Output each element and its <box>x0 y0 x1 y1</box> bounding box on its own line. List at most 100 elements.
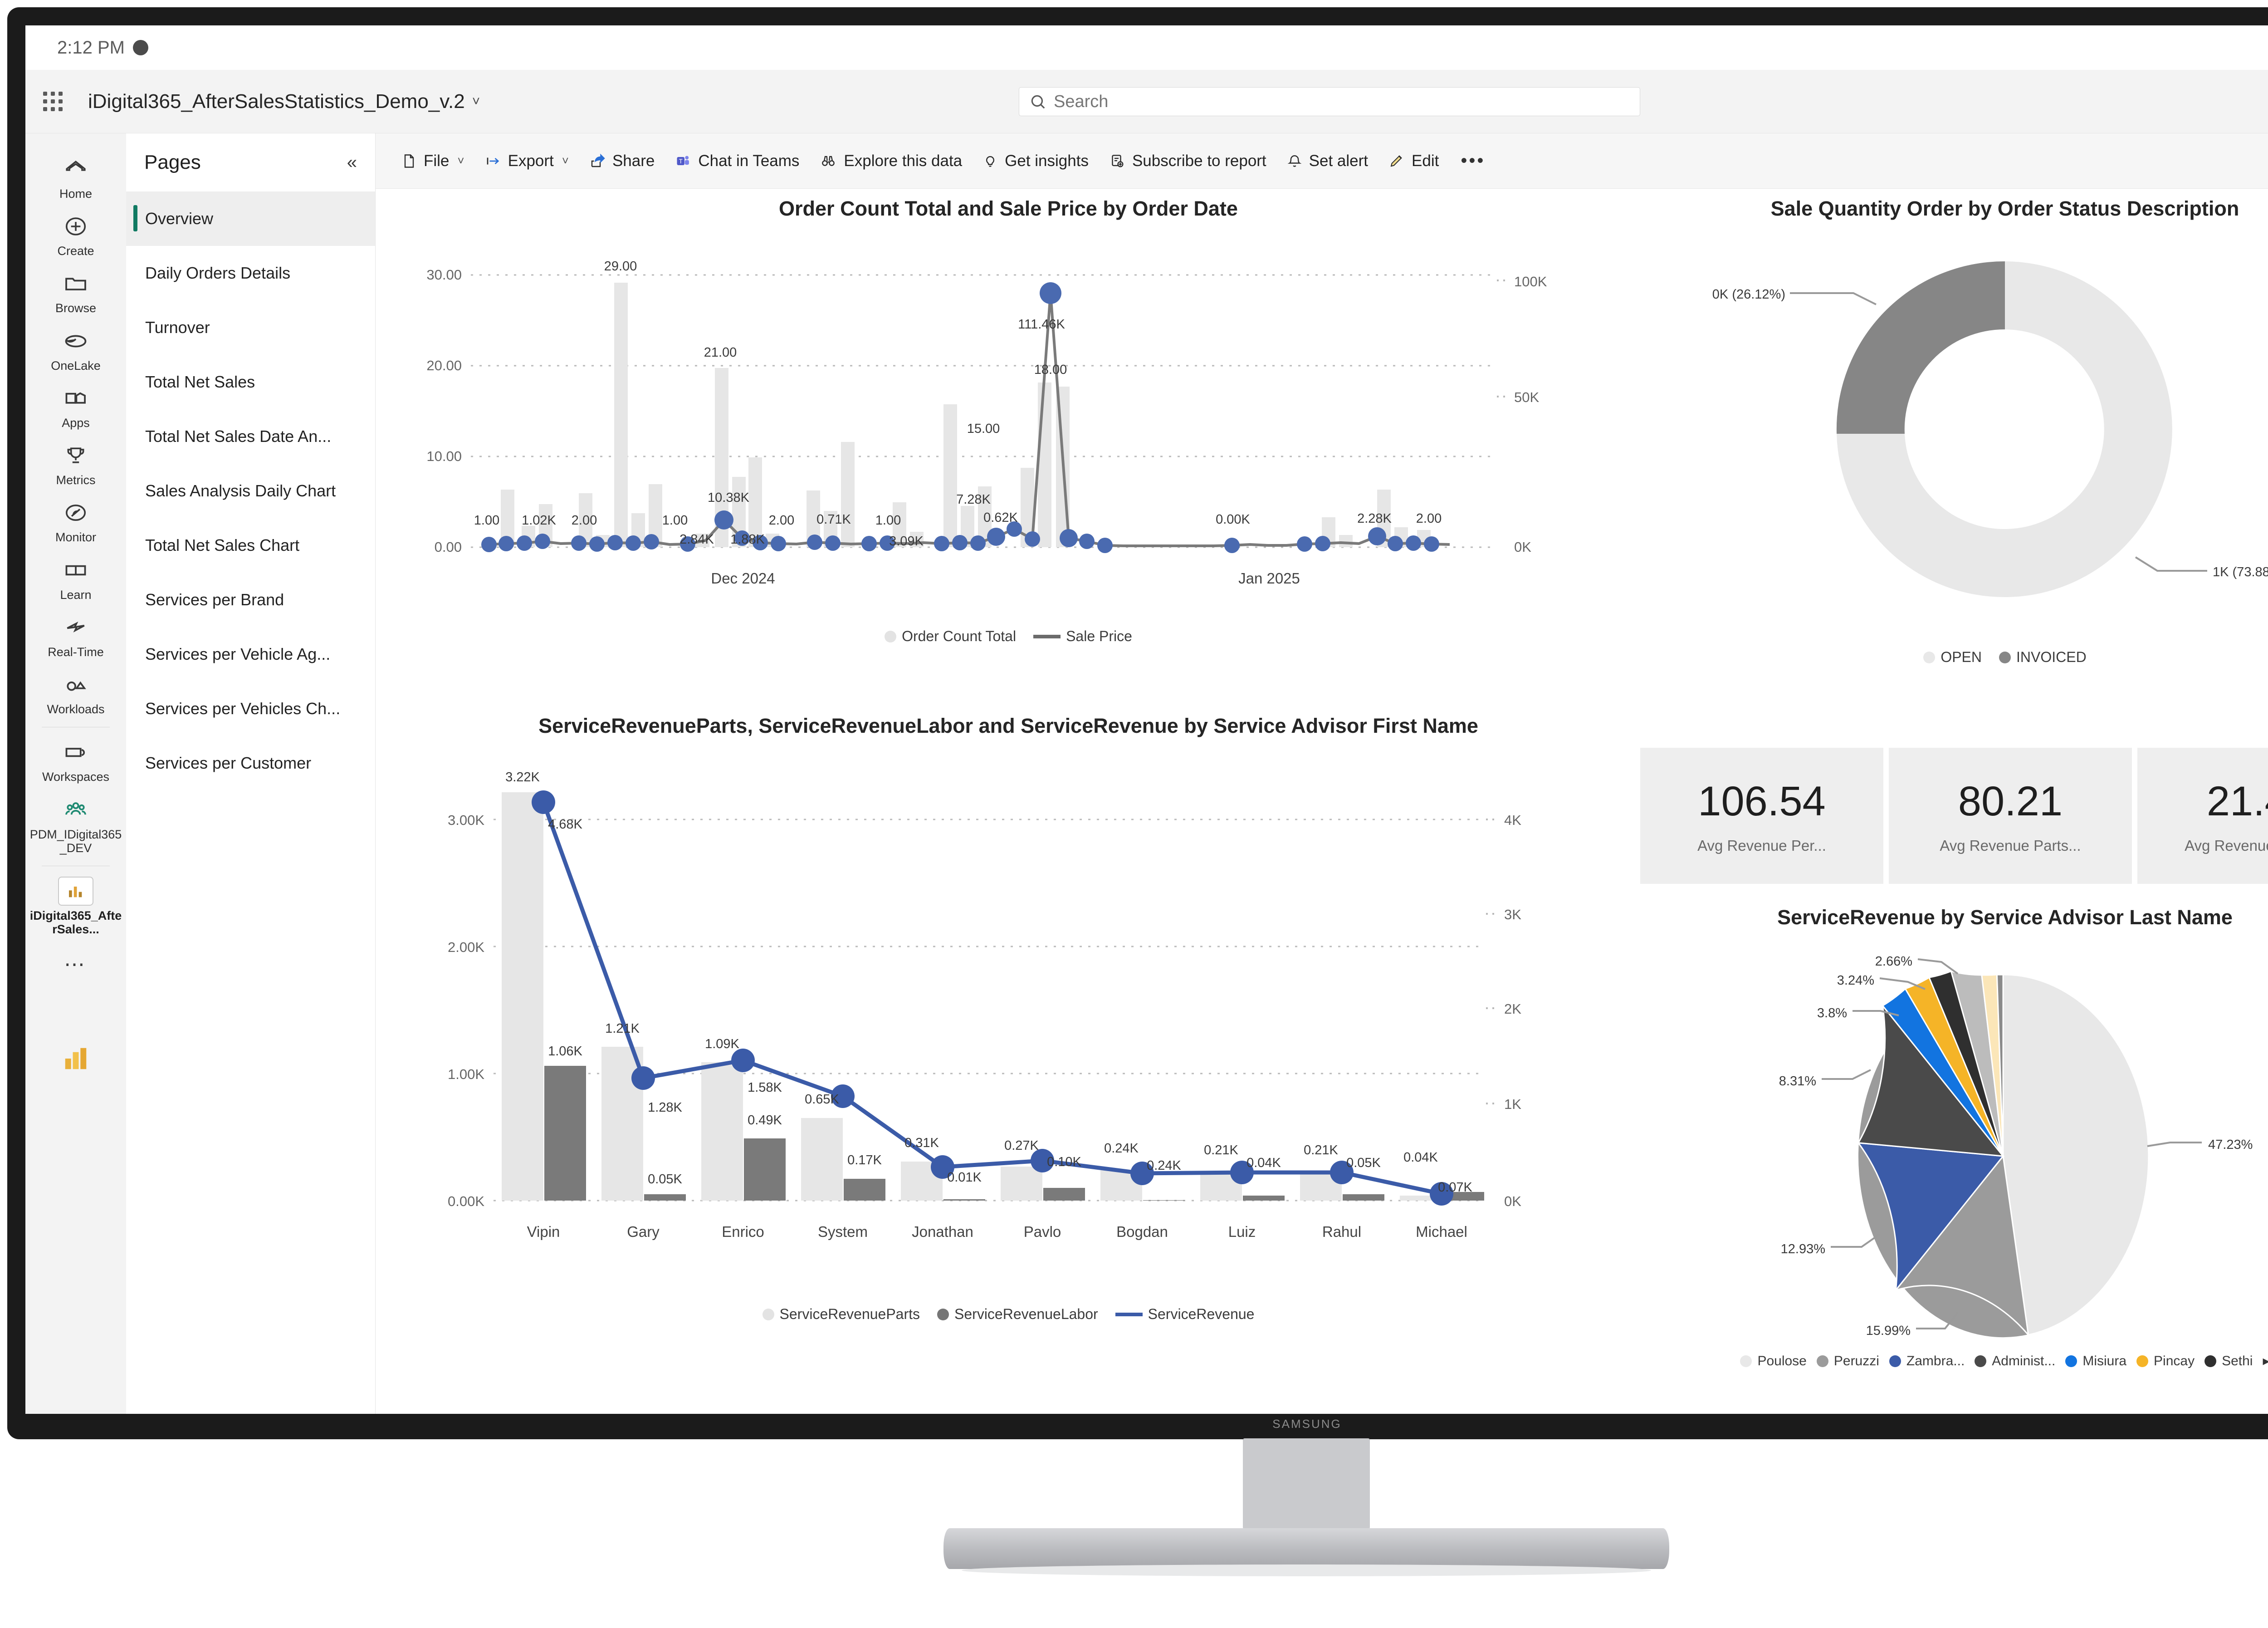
legend-item-misiura[interactable]: Misiura <box>2065 1353 2126 1369</box>
sidebar-item-services-per-brand[interactable]: Services per Brand <box>126 573 375 627</box>
chat-in-teams-button[interactable]: T Chat in Teams <box>665 133 809 189</box>
sidebar-item-label: Real-Time <box>48 645 104 659</box>
chevron-double-left-icon[interactable]: « <box>347 152 357 172</box>
svg-text:Bogdan: Bogdan <box>1116 1223 1168 1240</box>
page-item-label: Turnover <box>145 318 210 337</box>
visual-sale-quantity-donut[interactable]: Sale Quantity Order by Order Status Desc… <box>1640 189 2268 724</box>
subscribe-to-report-button[interactable]: Subscribe to report <box>1099 133 1276 189</box>
export-menu-button[interactable]: Export ˅ <box>474 133 579 189</box>
pie-sectors <box>1857 970 2150 1338</box>
sidebar-item-total-net-sales-date[interactable]: Total Net Sales Date An... <box>126 409 375 464</box>
sidebar-item-create[interactable]: Create <box>25 206 126 263</box>
svg-text:1.88K: 1.88K <box>730 532 765 547</box>
set-alert-button[interactable]: Set alert <box>1276 133 1378 189</box>
donut-slice-invoiced <box>1836 261 2005 434</box>
visual-order-count-sale-price[interactable]: Order Count Total and Sale Price by Orde… <box>403 189 1614 688</box>
kpi-card-avg-revenue-labor[interactable]: 21.43 Avg Revenue Labor ... <box>2137 748 2268 884</box>
monitor-icon <box>64 499 88 527</box>
legend-swatch <box>1115 1312 1143 1316</box>
legend-item-service-revenue-labor[interactable]: ServiceRevenueLabor <box>937 1306 1098 1323</box>
more-dots-icon[interactable]: ⋯ <box>64 952 88 976</box>
sidebar-item-services-per-vehicle-age[interactable]: Services per Vehicle Ag... <box>126 627 375 682</box>
visual-service-revenue-last-name[interactable]: ServiceRevenue by Service Advisor Last N… <box>1640 901 2268 1414</box>
legend-item-open[interactable]: OPEN <box>1923 649 1982 666</box>
svg-text:0.21K: 0.21K <box>1204 1143 1238 1157</box>
people-group-icon <box>63 796 88 824</box>
page-item-label: Sales Analysis Daily Chart <box>145 481 336 500</box>
legend-item-pincay[interactable]: Pincay <box>2136 1353 2195 1369</box>
sidebar-item-real-time[interactable]: Real-Time <box>25 607 126 664</box>
legend-item-service-revenue[interactable]: ServiceRevenue <box>1115 1306 1254 1323</box>
edit-button[interactable]: Edit <box>1378 133 1449 189</box>
sidebar-item-label: Browse <box>55 301 97 315</box>
file-menu-button[interactable]: File ˅ <box>391 133 474 189</box>
sidebar-item-turnover[interactable]: Turnover <box>126 300 375 355</box>
sidebar-item-workloads[interactable]: Workloads <box>25 664 126 721</box>
sidebar-item-total-net-sales[interactable]: Total Net Sales <box>126 355 375 409</box>
sidebar-item-monitor[interactable]: Monitor <box>25 492 126 549</box>
kpi-value: 80.21 <box>1958 778 2063 824</box>
get-insights-button[interactable]: Get insights <box>972 133 1099 189</box>
sidebar-item-onelake[interactable]: OneLake <box>25 321 126 378</box>
legend-label: Peruzzi <box>1833 1353 1879 1368</box>
sidebar-item-active-report[interactable]: iDigital365_AfterSales... <box>25 871 126 941</box>
legend-item-service-revenue-parts[interactable]: ServiceRevenueParts <box>762 1306 920 1323</box>
sidebar-item-services-per-vehicles-chart[interactable]: Services per Vehicles Ch... <box>126 682 375 736</box>
sidebar-item-metrics[interactable]: Metrics <box>25 435 126 492</box>
svg-text:Gary: Gary <box>627 1223 660 1240</box>
more-commands-button[interactable]: ••• <box>1461 151 1486 171</box>
svg-text:2.00: 2.00 <box>769 513 794 528</box>
kpi-card-avg-revenue-per[interactable]: 106.54 Avg Revenue Per... <box>1640 748 1883 884</box>
page-item-label: Total Net Sales Date An... <box>145 427 332 446</box>
svg-text:T: T <box>679 157 683 164</box>
chevron-right-icon[interactable]: ▸ <box>2263 1353 2268 1368</box>
chevron-down-icon[interactable]: ˅ <box>472 93 480 109</box>
svg-text:1.02K: 1.02K <box>522 513 556 528</box>
kpi-card-avg-revenue-parts[interactable]: 80.21 Avg Revenue Parts... <box>1889 748 2132 884</box>
legend-item-invoiced[interactable]: INVOICED <box>1999 649 2087 666</box>
sidebar-item-label: iDigital365_AfterSales... <box>29 909 122 937</box>
sidebar-item-learn[interactable]: Learn <box>25 550 126 607</box>
svg-text:0.49K: 0.49K <box>748 1113 782 1128</box>
sidebar-item-daily-orders-details[interactable]: Daily Orders Details <box>126 246 375 300</box>
legend-item-poulose[interactable]: Poulose <box>1740 1353 1807 1369</box>
svg-text:0K: 0K <box>1504 1193 1521 1209</box>
global-search-box[interactable]: Search <box>1019 87 1640 116</box>
sidebar-item-services-per-customer[interactable]: Services per Customer <box>126 736 375 790</box>
svg-text:0.00: 0.00 <box>435 539 462 555</box>
sidebar-item-home[interactable]: Home <box>25 149 126 206</box>
visual-service-revenue-first-name[interactable]: ServiceRevenueParts, ServiceRevenueLabor… <box>403 706 1614 1387</box>
pencil-icon <box>1390 155 1402 167</box>
svg-text:2.84K: 2.84K <box>679 532 714 547</box>
sidebar-item-pdm-workspace[interactable]: PDM_IDigital365_DEV <box>25 789 126 860</box>
global-search-placeholder: Search <box>1054 92 1109 111</box>
svg-text:1.21K: 1.21K <box>605 1021 640 1036</box>
share-button[interactable]: Share <box>579 133 665 189</box>
sidebar-item-sales-analysis-daily-chart[interactable]: Sales Analysis Daily Chart <box>126 464 375 518</box>
svg-text:0.05K: 0.05K <box>1346 1156 1381 1170</box>
sidebar-item-apps[interactable]: Apps <box>25 378 126 435</box>
legend-item-sethi[interactable]: Sethi <box>2204 1353 2253 1369</box>
legend-item-administ[interactable]: Administ... <box>1975 1353 2055 1369</box>
export-label: Export <box>508 152 554 170</box>
chart-legend: Order Count Total Sale Price <box>403 628 1614 645</box>
sidebar-item-total-net-sales-chart[interactable]: Total Net Sales Chart <box>126 518 375 573</box>
report-title-group[interactable]: iDigital365_AfterSalesStatistics_Demo_v.… <box>88 90 480 113</box>
chat-in-teams-label: Chat in Teams <box>698 152 800 170</box>
legend-item-sale-price[interactable]: Sale Price <box>1033 628 1132 645</box>
explore-this-data-button[interactable]: Explore this data <box>809 133 972 189</box>
donut-callout-invoiced: 0K (26.12%) <box>1712 287 1785 302</box>
left-navigation-rail: Home Create Brow <box>25 133 126 1414</box>
svg-text:1.00: 1.00 <box>875 513 901 528</box>
kpi-label: Avg Revenue Labor ... <box>2185 837 2268 854</box>
export-icon <box>487 157 499 164</box>
sidebar-item-overview[interactable]: Overview <box>126 191 375 246</box>
sidebar-item-browse[interactable]: Browse <box>25 263 126 320</box>
app-launcher-button[interactable] <box>25 70 80 133</box>
legend-item-zambra[interactable]: Zambra... <box>1889 1353 1965 1369</box>
legend-item-order-count-total[interactable]: Order Count Total <box>885 628 1016 645</box>
report-chart-icon <box>58 877 93 906</box>
sidebar-item-workspaces[interactable]: Workspaces <box>25 732 126 789</box>
status-time: 2:12 PM <box>57 37 125 58</box>
legend-item-peruzzi[interactable]: Peruzzi <box>1816 1353 1879 1369</box>
